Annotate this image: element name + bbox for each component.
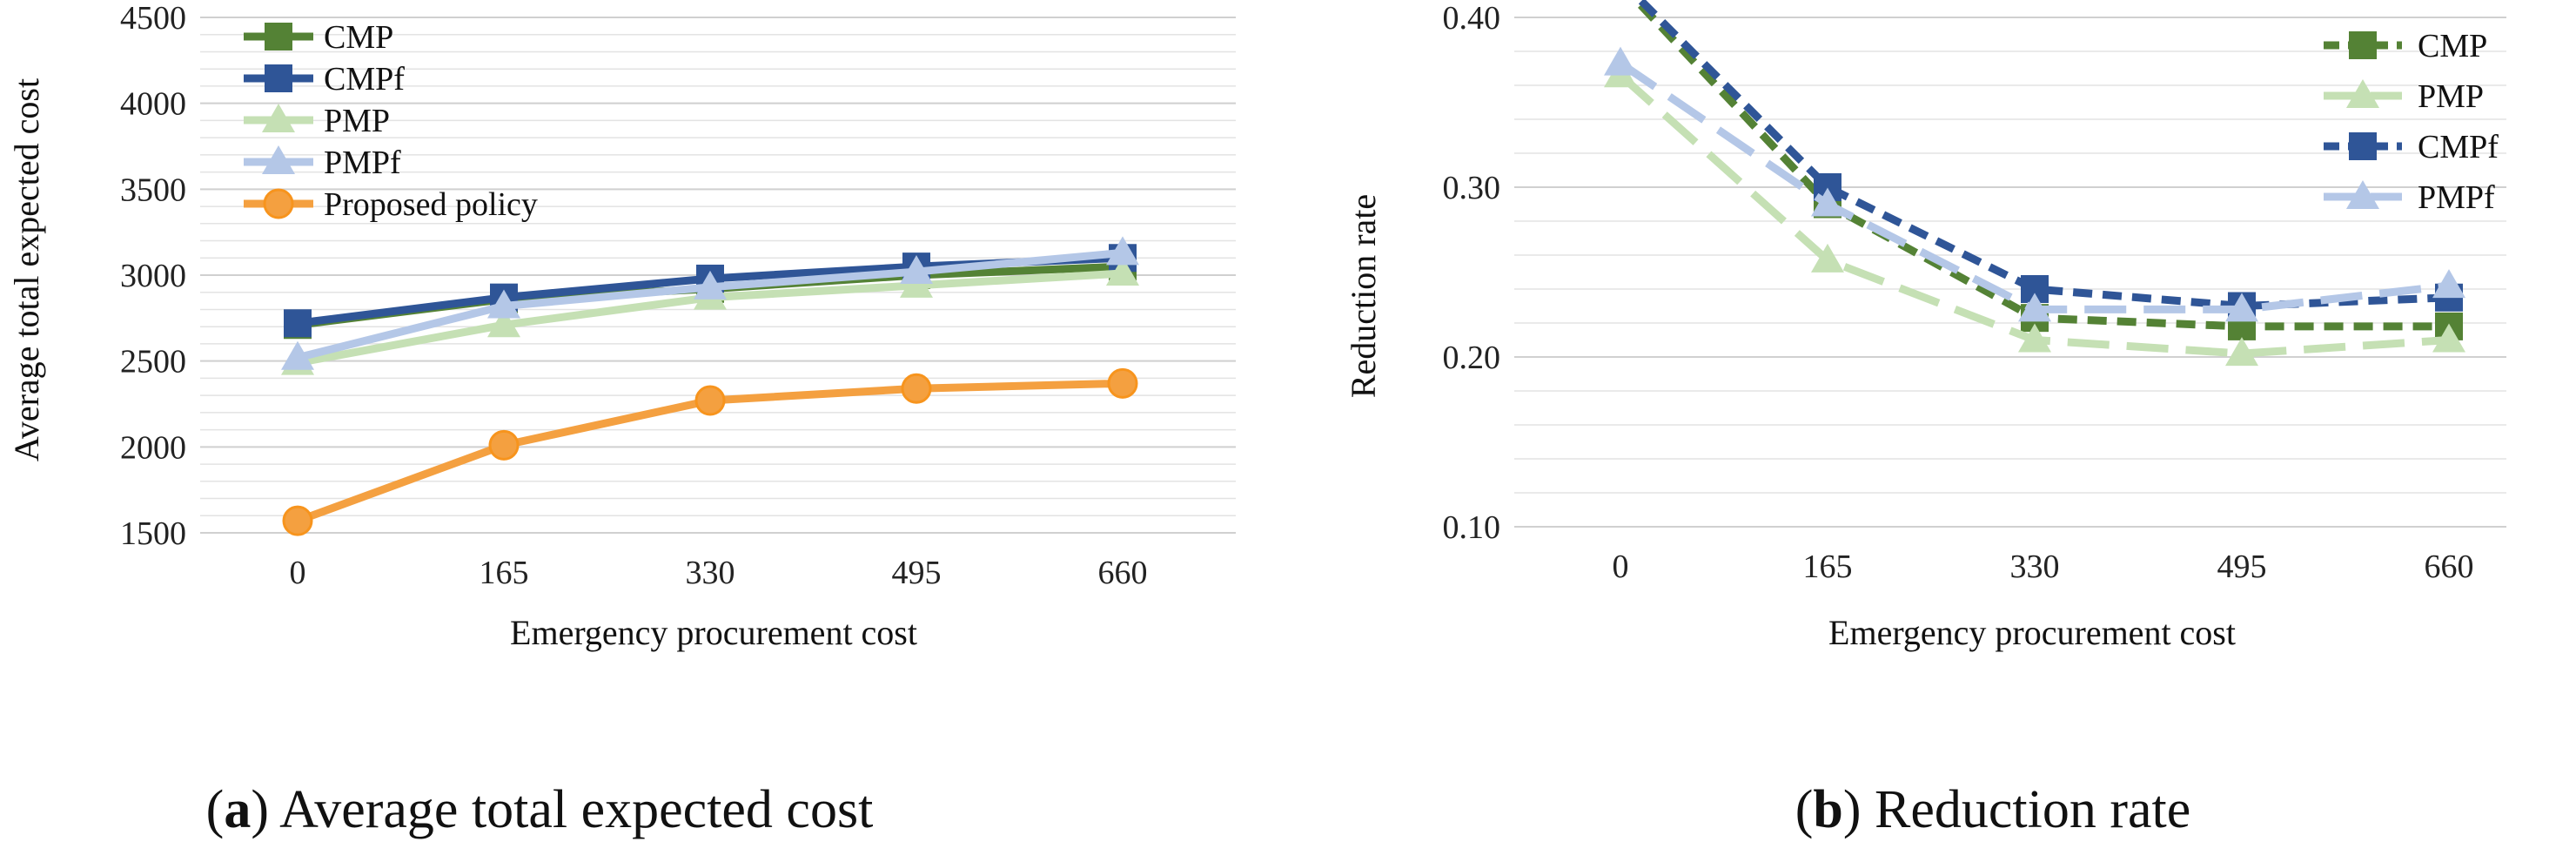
series-line [1634, 0, 2450, 310]
legend-item: Proposed policy [244, 186, 538, 223]
y-tick-label: 0.30 [1443, 170, 1501, 206]
x-axis-title-a: Emergency procurement cost [510, 613, 917, 652]
y-tick-label: 0.20 [1443, 340, 1501, 376]
x-tick-label: 0 [1613, 549, 1629, 585]
legend-b: CMP PMP CMPf PMPf [2324, 28, 2499, 216]
series-proposed-policy [282, 367, 1138, 536]
legend-marker [265, 64, 292, 92]
caption-label-b: b [1813, 780, 1842, 839]
data-point [1107, 367, 1138, 399]
data-point [2018, 293, 2051, 322]
gridlines-b [1514, 17, 2506, 528]
legend-label: PMP [324, 103, 390, 139]
x-tick-labels-a: 0 165 330 495 660 [290, 555, 1148, 591]
x-tick-label: 660 [1098, 555, 1148, 591]
legend-marker [265, 23, 292, 50]
series-pmpf [281, 236, 1139, 370]
x-tick-label: 495 [892, 555, 942, 591]
y-tick-label: 1500 [120, 515, 186, 552]
chart-panel-a: 1500 2000 2500 3000 3500 4000 4500 0 165 330 495 6… [7, 0, 1236, 839]
data-point [2432, 323, 2465, 353]
data-point [2018, 323, 2051, 353]
series-pmpf [1604, 46, 2465, 322]
legend-label: Proposed policy [324, 186, 538, 223]
legend-label: CMPf [2418, 129, 2499, 165]
y-tick-label: 4500 [120, 0, 186, 37]
y-axis-title-b: Reduction rate [1344, 194, 1383, 398]
x-tick-labels-b: 0 165 330 495 660 [1613, 549, 2474, 585]
legend-item: CMP [2324, 28, 2487, 64]
y-tick-label: 2000 [120, 429, 186, 466]
data-point [1106, 236, 1139, 266]
data-point [1811, 187, 1844, 217]
x-tick-label: 165 [480, 555, 529, 591]
legend-label: CMP [2418, 28, 2487, 64]
series-lines-a [281, 236, 1139, 536]
legend-marker [2346, 180, 2379, 209]
legend-label: PMPf [2418, 179, 2495, 216]
data-point [284, 309, 312, 338]
x-axis-title-b: Emergency procurement cost [1828, 613, 2236, 652]
caption-a: (a) Average total expected cost [206, 780, 874, 839]
x-tick-label: 330 [686, 555, 735, 591]
data-point [2225, 293, 2258, 322]
legend-marker [262, 104, 295, 132]
legend-a: CMP CMPf PMP PMPf Proposed policy [244, 19, 538, 223]
legend-item: PMP [2324, 78, 2484, 115]
x-tick-label: 660 [2425, 549, 2474, 585]
legend-marker [2346, 79, 2379, 108]
data-point [694, 385, 726, 416]
series-lines-b [1604, 0, 2465, 367]
caption-text-b: Reduction rate [1875, 780, 2190, 839]
data-point [487, 289, 520, 319]
y-tick-labels-a: 1500 2000 2500 3000 3500 4000 4500 [120, 0, 186, 552]
y-tick-label: 3000 [120, 258, 186, 294]
legend-label: CMPf [324, 61, 405, 98]
x-tick-label: 495 [2217, 549, 2267, 585]
data-point [1811, 243, 1844, 273]
legend-marker [263, 188, 294, 219]
y-tick-label: 4000 [120, 86, 186, 123]
legend-item: PMP [244, 103, 390, 139]
data-point [2432, 269, 2465, 299]
y-axis-title-a: Average total expected cost [7, 78, 46, 461]
legend-marker [262, 145, 295, 174]
caption-text-a: Average total expected cost [279, 780, 873, 839]
data-point [1106, 257, 1139, 286]
data-point [901, 373, 932, 404]
legend-item: PMPf [2324, 179, 2495, 216]
data-point [488, 429, 520, 461]
x-tick-label: 0 [290, 555, 306, 591]
legend-marker [2349, 132, 2377, 160]
y-tick-label: 3500 [120, 172, 186, 208]
y-tick-label: 2500 [120, 344, 186, 380]
legend-label: CMP [324, 19, 393, 56]
legend-label: PMPf [324, 145, 401, 181]
caption-b: (b) Reduction rate [1795, 780, 2191, 839]
legend-item: CMPf [2324, 129, 2499, 165]
legend-item: CMPf [244, 61, 405, 98]
y-tick-label: 0.40 [1443, 0, 1501, 37]
data-point [2225, 337, 2258, 367]
chart-panel-b: 0.100.200.300.40 0 165 330 495 660 CMPPMPCMP… [1344, 0, 2506, 839]
x-tick-label: 330 [2010, 549, 2060, 585]
y-tick-labels-b: 0.10 0.20 0.30 0.40 [1443, 0, 1501, 546]
y-tick-label: 0.10 [1443, 509, 1501, 546]
data-point [282, 505, 313, 536]
data-point [900, 255, 933, 285]
data-point [1604, 46, 1637, 76]
data-point [487, 308, 520, 338]
data-point [694, 270, 727, 300]
legend-marker [2349, 31, 2377, 59]
data-point [281, 340, 314, 370]
legend-item: CMP [244, 19, 393, 56]
x-tick-label: 165 [1803, 549, 1853, 585]
legend-label: PMP [2418, 78, 2484, 115]
caption-label-a: a [224, 780, 251, 839]
legend-item: PMPf [244, 145, 401, 181]
